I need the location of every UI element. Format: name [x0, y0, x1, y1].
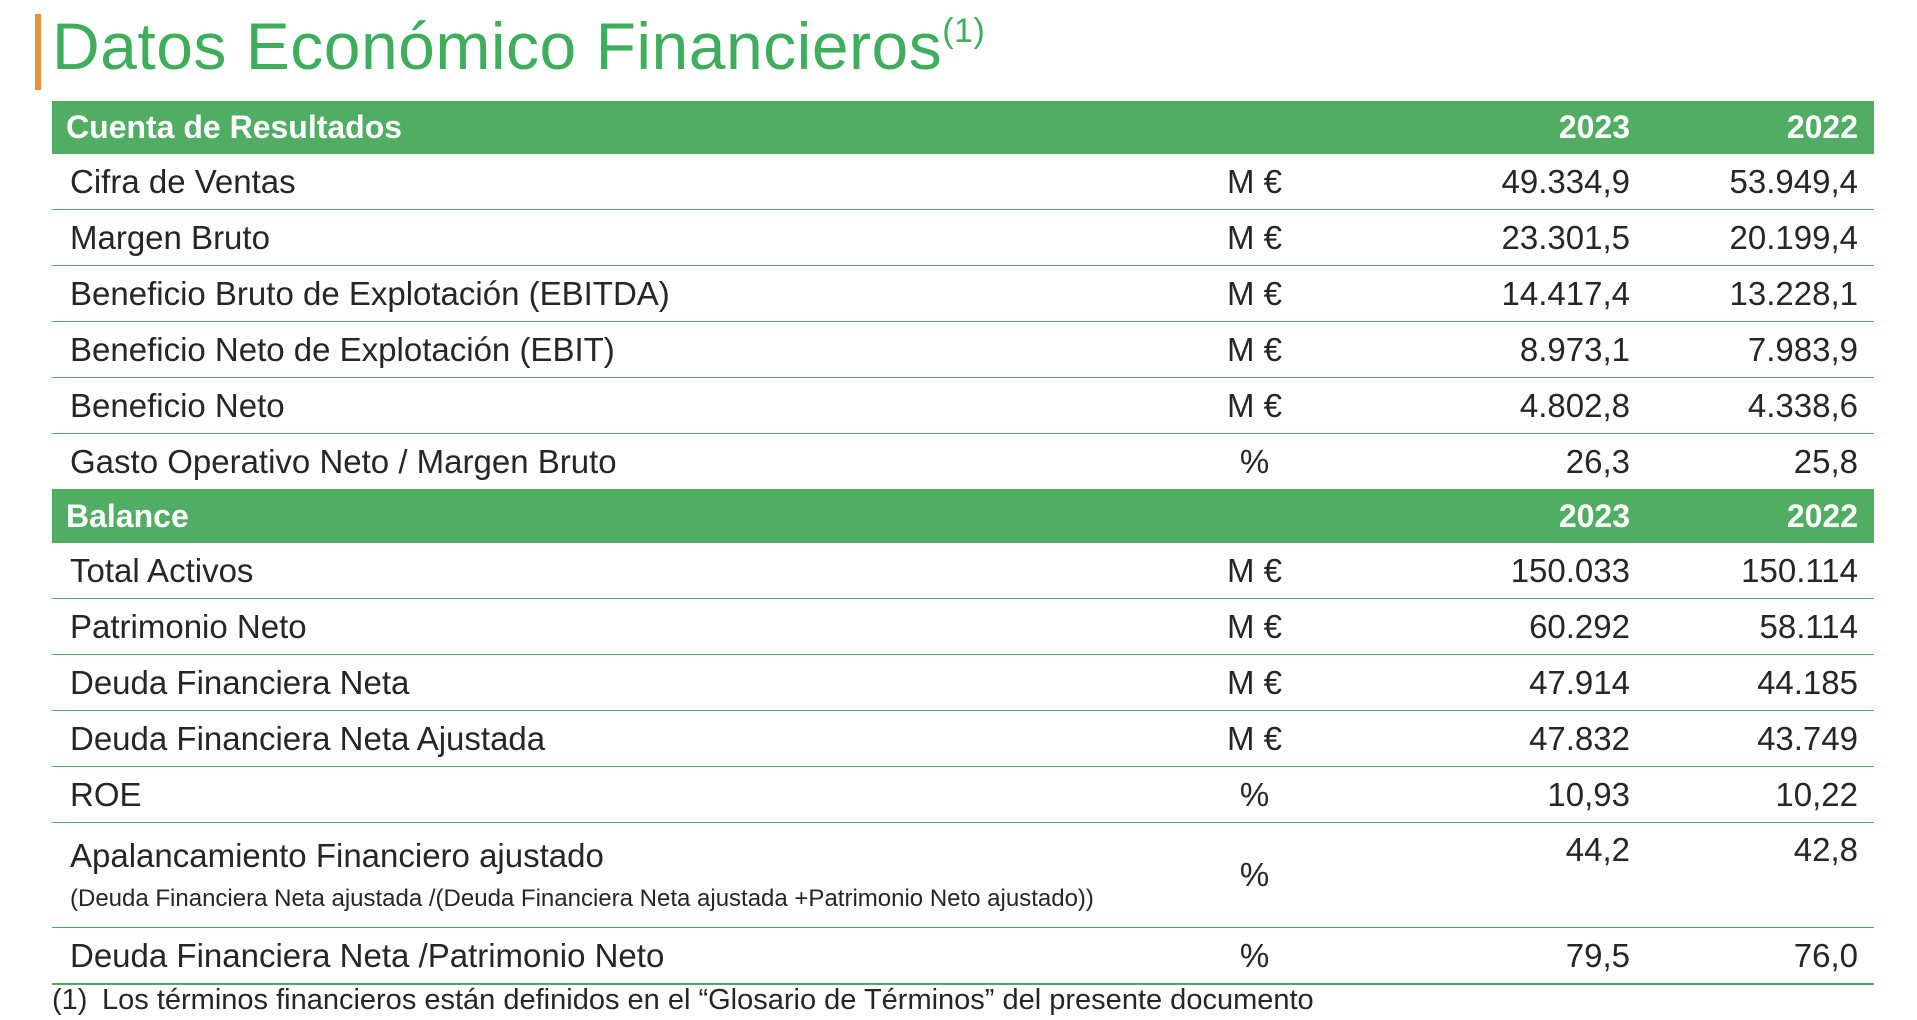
- table-row: ROE% 10,93 10,22: [52, 766, 1874, 823]
- row-value-2023: 49.334,9: [1376, 154, 1646, 210]
- row-unit: M €: [1133, 154, 1376, 210]
- row-value-2023: 79,5: [1376, 927, 1646, 985]
- income-statement-header-label: Cuenta de Resultados: [52, 101, 1133, 154]
- table-row: Apalancamiento Financiero ajustado (Deuda…: [52, 822, 1874, 928]
- table-row: Beneficio Bruto de Explotación (EBITDA) M…: [52, 265, 1874, 322]
- row-value-2023: 47.914: [1376, 654, 1646, 711]
- row-label: Margen Bruto: [70, 218, 270, 256]
- row-unit: M €: [1133, 377, 1376, 434]
- footnote-mark: (1): [52, 984, 88, 1016]
- table-row: Cifra de Ventas M €49.334,9 53.949,4: [52, 154, 1874, 210]
- income-statement-header-year-2022: 2022: [1646, 101, 1874, 154]
- table-row: Total Activos M €150.033 150.114: [52, 543, 1874, 599]
- balance-header-label: Balance: [52, 489, 1133, 543]
- balance-header-unit-spacer: [1133, 489, 1376, 543]
- row-value-2022: 53.949,4: [1646, 154, 1874, 210]
- row-value-2022: 58.114: [1646, 598, 1874, 655]
- row-value-2023: 60.292: [1376, 598, 1646, 655]
- row-label-cell: Deuda Financiera Neta /Patrimonio Neto: [52, 927, 1133, 985]
- row-value-2023: 10,93: [1376, 766, 1646, 823]
- row-label: Beneficio Neto: [70, 386, 285, 424]
- income-statement-header-row: Cuenta de Resultados 2023 2022: [52, 101, 1874, 154]
- row-value-2022: 20.199,4: [1646, 209, 1874, 266]
- row-label-cell: Margen Bruto: [52, 209, 1133, 266]
- row-value-2022: 44.185: [1646, 654, 1874, 711]
- row-unit: M €: [1133, 543, 1376, 599]
- row-label-cell: Gasto Operativo Neto / Margen Bruto: [52, 433, 1133, 490]
- financial-data-table: Cuenta de Resultados 2023 2022 Cifra de Ven…: [52, 101, 1874, 985]
- row-unit: M €: [1133, 598, 1376, 655]
- row-label: Beneficio Bruto de Explotación (EBITDA): [70, 274, 670, 312]
- row-value-2022: 25,8: [1646, 433, 1874, 490]
- row-unit: M €: [1133, 710, 1376, 767]
- row-label-cell: Apalancamiento Financiero ajustado (Deuda…: [52, 822, 1133, 928]
- row-unit: %: [1133, 433, 1376, 490]
- row-value-2022: 7.983,9: [1646, 321, 1874, 378]
- row-value-2023: 14.417,4: [1376, 265, 1646, 322]
- row-value-2022: 150.114: [1646, 543, 1874, 599]
- row-label: Total Activos: [70, 551, 254, 589]
- row-value-2023: 150.033: [1376, 543, 1646, 599]
- income-statement-header-year-2023: 2023: [1376, 101, 1646, 154]
- row-label: Deuda Financiera Neta Ajustada: [70, 719, 546, 757]
- row-value-2023: 26,3: [1376, 433, 1646, 490]
- row-value-2022: 43.749: [1646, 710, 1874, 767]
- balance-header-year-2023: 2023: [1376, 489, 1646, 543]
- row-sublabel: (Deuda Financiera Neta ajustada /(Deuda …: [70, 885, 1094, 912]
- row-value-2022: 42,8: [1646, 822, 1874, 928]
- row-unit: %: [1133, 927, 1376, 985]
- row-unit: %: [1133, 766, 1376, 823]
- table-row: Deuda Financiera Neta /Patrimonio Neto% 7…: [52, 927, 1874, 985]
- title-footnote-mark: (1): [942, 12, 986, 50]
- row-label: Patrimonio Neto: [70, 607, 307, 645]
- row-value-2023: 8.973,1: [1376, 321, 1646, 378]
- row-value-2022: 10,22: [1646, 766, 1874, 823]
- row-label: Deuda Financiera Neta /Patrimonio Neto: [70, 936, 665, 974]
- row-unit: M €: [1133, 209, 1376, 266]
- row-label-cell: Beneficio Neto de Explotación (EBIT): [52, 321, 1133, 378]
- row-label-cell: Deuda Financiera Neta Ajustada: [52, 710, 1133, 767]
- row-value-2022: 4.338,6: [1646, 377, 1874, 434]
- row-label-cell: Total Activos: [52, 543, 1133, 599]
- table-row: Deuda Financiera Neta Ajustada M €47.832 4…: [52, 710, 1874, 767]
- row-unit: M €: [1133, 265, 1376, 322]
- row-label: Deuda Financiera Neta: [70, 663, 410, 701]
- table-row: Patrimonio Neto M €60.292 58.114: [52, 598, 1874, 655]
- title-accent-bar: [35, 14, 41, 90]
- balance-header-row: Balance 2023 2022: [52, 489, 1874, 543]
- table-row: Beneficio Neto de Explotación (EBIT) M €8…: [52, 321, 1874, 378]
- row-label: Cifra de Ventas: [70, 162, 296, 200]
- row-value-2023: 23.301,5: [1376, 209, 1646, 266]
- footnote: (1) Los términos financieros están defini…: [52, 984, 1314, 1017]
- row-label: Gasto Operativo Neto / Margen Bruto: [70, 442, 617, 480]
- table-row: Beneficio Neto M €4.802,8 4.338,6: [52, 377, 1874, 434]
- row-unit: M €: [1133, 321, 1376, 378]
- page-title-text: Datos Económico Financieros: [52, 9, 943, 83]
- row-label: Apalancamiento Financiero ajustado: [70, 837, 604, 874]
- row-label-cell: Deuda Financiera Neta: [52, 654, 1133, 711]
- row-label-cell: Beneficio Bruto de Explotación (EBITDA): [52, 265, 1133, 322]
- row-label-cell: Cifra de Ventas: [52, 154, 1133, 210]
- table-row: Gasto Operativo Neto / Margen Bruto% 26,3…: [52, 433, 1874, 490]
- balance-header-year-2022: 2022: [1646, 489, 1874, 543]
- income-statement-header-unit-spacer: [1133, 101, 1376, 154]
- footnote-text: Los términos financieros están definidos…: [102, 984, 1314, 1016]
- row-label: Beneficio Neto de Explotación (EBIT): [70, 330, 615, 368]
- row-value-2022: 13.228,1: [1646, 265, 1874, 322]
- row-value-2023: 44,2: [1376, 822, 1646, 928]
- row-label-cell: Patrimonio Neto: [52, 598, 1133, 655]
- row-unit: M €: [1133, 654, 1376, 711]
- row-label-cell: ROE: [52, 766, 1133, 823]
- table-row: Margen Bruto M €23.301,5 20.199,4: [52, 209, 1874, 266]
- row-value-2023: 4.802,8: [1376, 377, 1646, 434]
- row-label: ROE: [70, 775, 142, 813]
- row-value-2023: 47.832: [1376, 710, 1646, 767]
- row-value-2022: 76,0: [1646, 927, 1874, 985]
- page-title: Datos Económico Financieros(1): [52, 8, 985, 84]
- row-unit: %: [1133, 822, 1376, 928]
- row-label-cell: Beneficio Neto: [52, 377, 1133, 434]
- table-row: Deuda Financiera Neta M €47.914 44.185: [52, 654, 1874, 711]
